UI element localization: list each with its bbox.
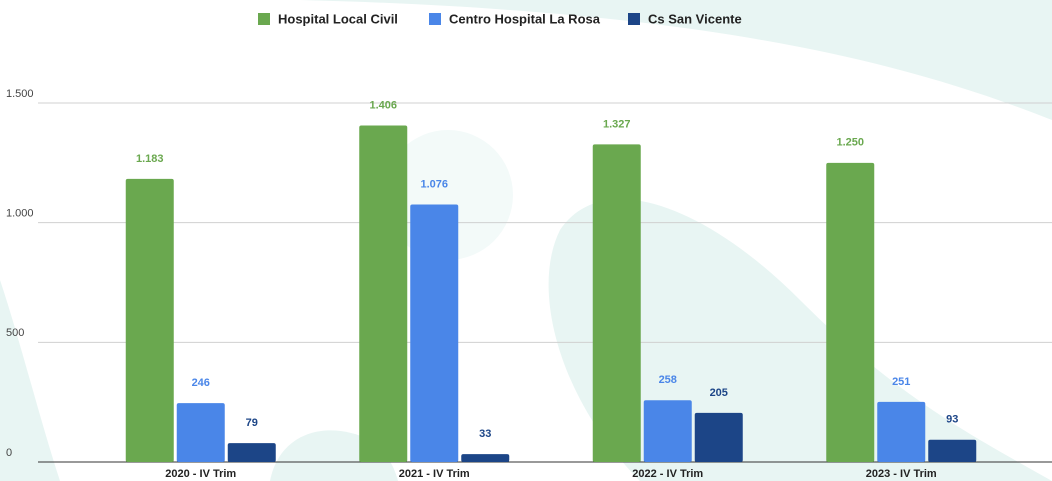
bar — [643, 400, 692, 462]
legend-label: Cs San Vicente — [648, 11, 742, 26]
x-tick-label: 2023 - IV Trim — [866, 468, 937, 480]
x-tick-label: 2022 - IV Trim — [632, 468, 703, 480]
y-tick-label: 0 — [6, 447, 12, 459]
x-tick-label: 2021 - IV Trim — [399, 468, 470, 480]
bar — [176, 403, 225, 462]
bar — [694, 412, 743, 462]
data-label: 33 — [479, 428, 491, 440]
data-label: 1.250 — [836, 137, 864, 149]
y-tick-label: 1.500 — [6, 88, 34, 100]
data-label: 1.327 — [603, 118, 631, 130]
legend-label: Hospital Local Civil — [278, 11, 398, 26]
bar — [877, 401, 926, 462]
y-tick-label: 1.000 — [6, 208, 34, 220]
y-tick-label: 500 — [6, 327, 24, 339]
bar — [410, 204, 459, 462]
legend-swatch — [429, 13, 441, 25]
bar — [826, 162, 875, 463]
bar — [125, 178, 174, 463]
bar — [928, 439, 977, 462]
data-label: 1.183 — [136, 153, 164, 165]
data-label: 258 — [659, 374, 677, 386]
data-label: 246 — [192, 377, 210, 389]
bar — [359, 125, 408, 463]
bar — [592, 144, 641, 462]
data-label: 205 — [710, 387, 728, 399]
data-label: 93 — [946, 414, 958, 426]
bar — [461, 454, 510, 462]
legend-swatch — [258, 13, 270, 25]
legend-label: Centro Hospital La Rosa — [449, 11, 601, 26]
data-label: 1.406 — [369, 99, 397, 111]
data-label: 1.076 — [420, 178, 448, 190]
data-label: 251 — [892, 376, 910, 388]
x-tick-label: 2020 - IV Trim — [165, 468, 236, 480]
legend-swatch — [628, 13, 640, 25]
bar — [227, 443, 276, 462]
data-label: 79 — [246, 417, 258, 429]
